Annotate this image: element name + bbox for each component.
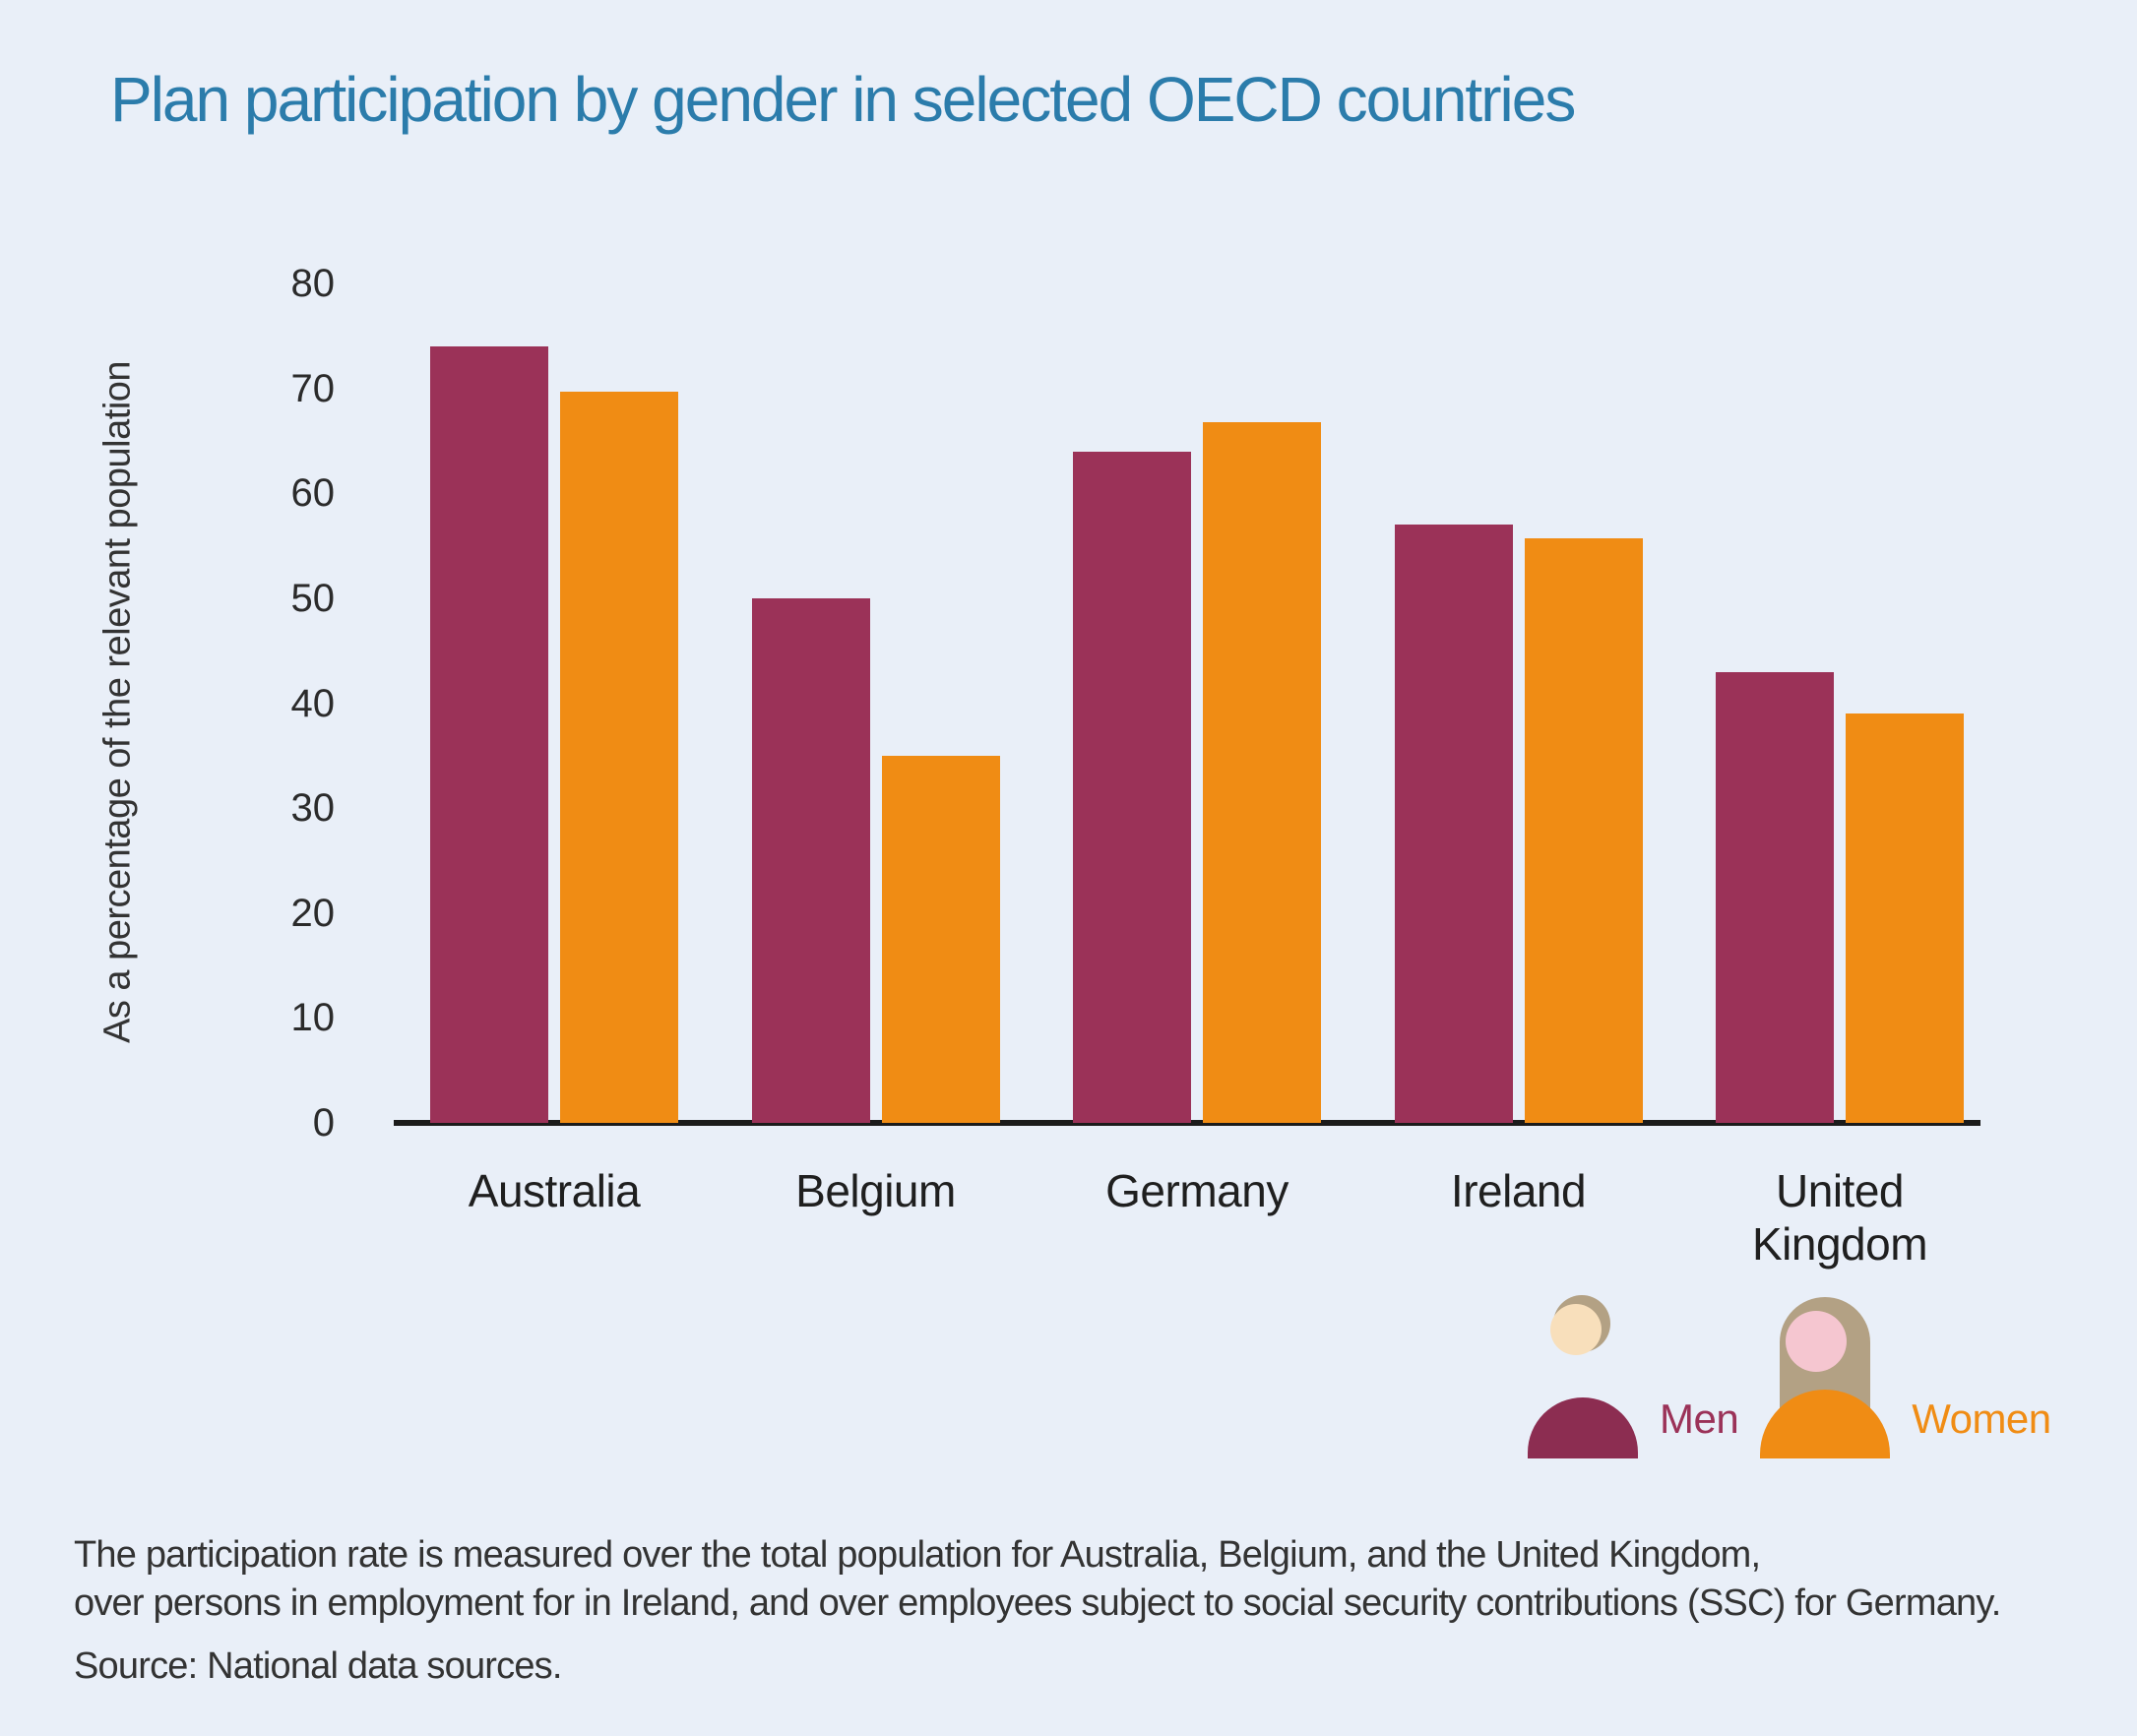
woman-person-icon [1760,1295,1891,1458]
y-tick-60: 60 [290,471,336,516]
bar-women-ireland [1524,538,1643,1123]
footnote-line-1: The participation rate is measured over … [74,1534,1761,1576]
bar-women-united-kingdom [1846,713,1964,1123]
y-tick-40: 40 [290,681,336,725]
x-label-germany: Germany [1105,1165,1288,1216]
x-label-belgium: Belgium [795,1165,956,1216]
bar-group-ireland [1394,283,1643,1123]
y-axis-title: As a percentage of the relevant populati… [96,360,139,1044]
bar-women-germany [1203,421,1321,1123]
x-label-ireland: Ireland [1450,1165,1587,1216]
y-tick-10: 10 [290,996,336,1040]
chart-footnotes: The participation rate is measured over … [74,1531,2111,1691]
legend-label-women: Women [1912,1395,2051,1442]
source-note: Source: National data sources. [74,1644,562,1687]
bar-women-belgium [881,755,1000,1123]
bar-men-belgium [751,597,870,1123]
legend-label-men: Men [1660,1395,1739,1442]
y-tick-80: 80 [290,262,336,305]
bar-men-australia [430,345,548,1123]
bar-women-australia [560,391,678,1123]
x-label-australia: Australia [468,1165,641,1216]
chart-legend: Men Women [1528,1295,2051,1458]
bar-men-united-kingdom [1716,671,1834,1123]
man-face [1550,1304,1602,1355]
y-tick-0: 0 [312,1101,335,1145]
y-tick-70: 70 [290,366,336,410]
woman-face [1786,1311,1848,1372]
y-tick-20: 20 [290,891,336,935]
y-tick-50: 50 [290,576,336,620]
x-axis-line [394,1120,1980,1126]
y-tick-30: 30 [290,786,336,831]
bar-group-united-kingdom [1716,283,1964,1123]
bar-men-ireland [1394,525,1513,1123]
bar-group-australia [430,283,678,1123]
bar-group-belgium [751,283,1000,1123]
chart-title: Plan participation by gender in selected… [110,64,1576,135]
bar-group-germany [1073,283,1321,1123]
man-person-icon [1528,1295,1638,1458]
footnote-line-2: over persons in employment for in Irelan… [74,1582,2001,1625]
x-label-united-kingdom: United Kingdom [1751,1165,1928,1271]
y-axis-ticks: 0 10 20 30 40 50 60 70 80 [187,264,336,1143]
plot-area: Australia Belgium Germany Ireland United Kin… [394,283,1980,1270]
bar-men-germany [1073,451,1191,1123]
man-body [1528,1397,1638,1458]
